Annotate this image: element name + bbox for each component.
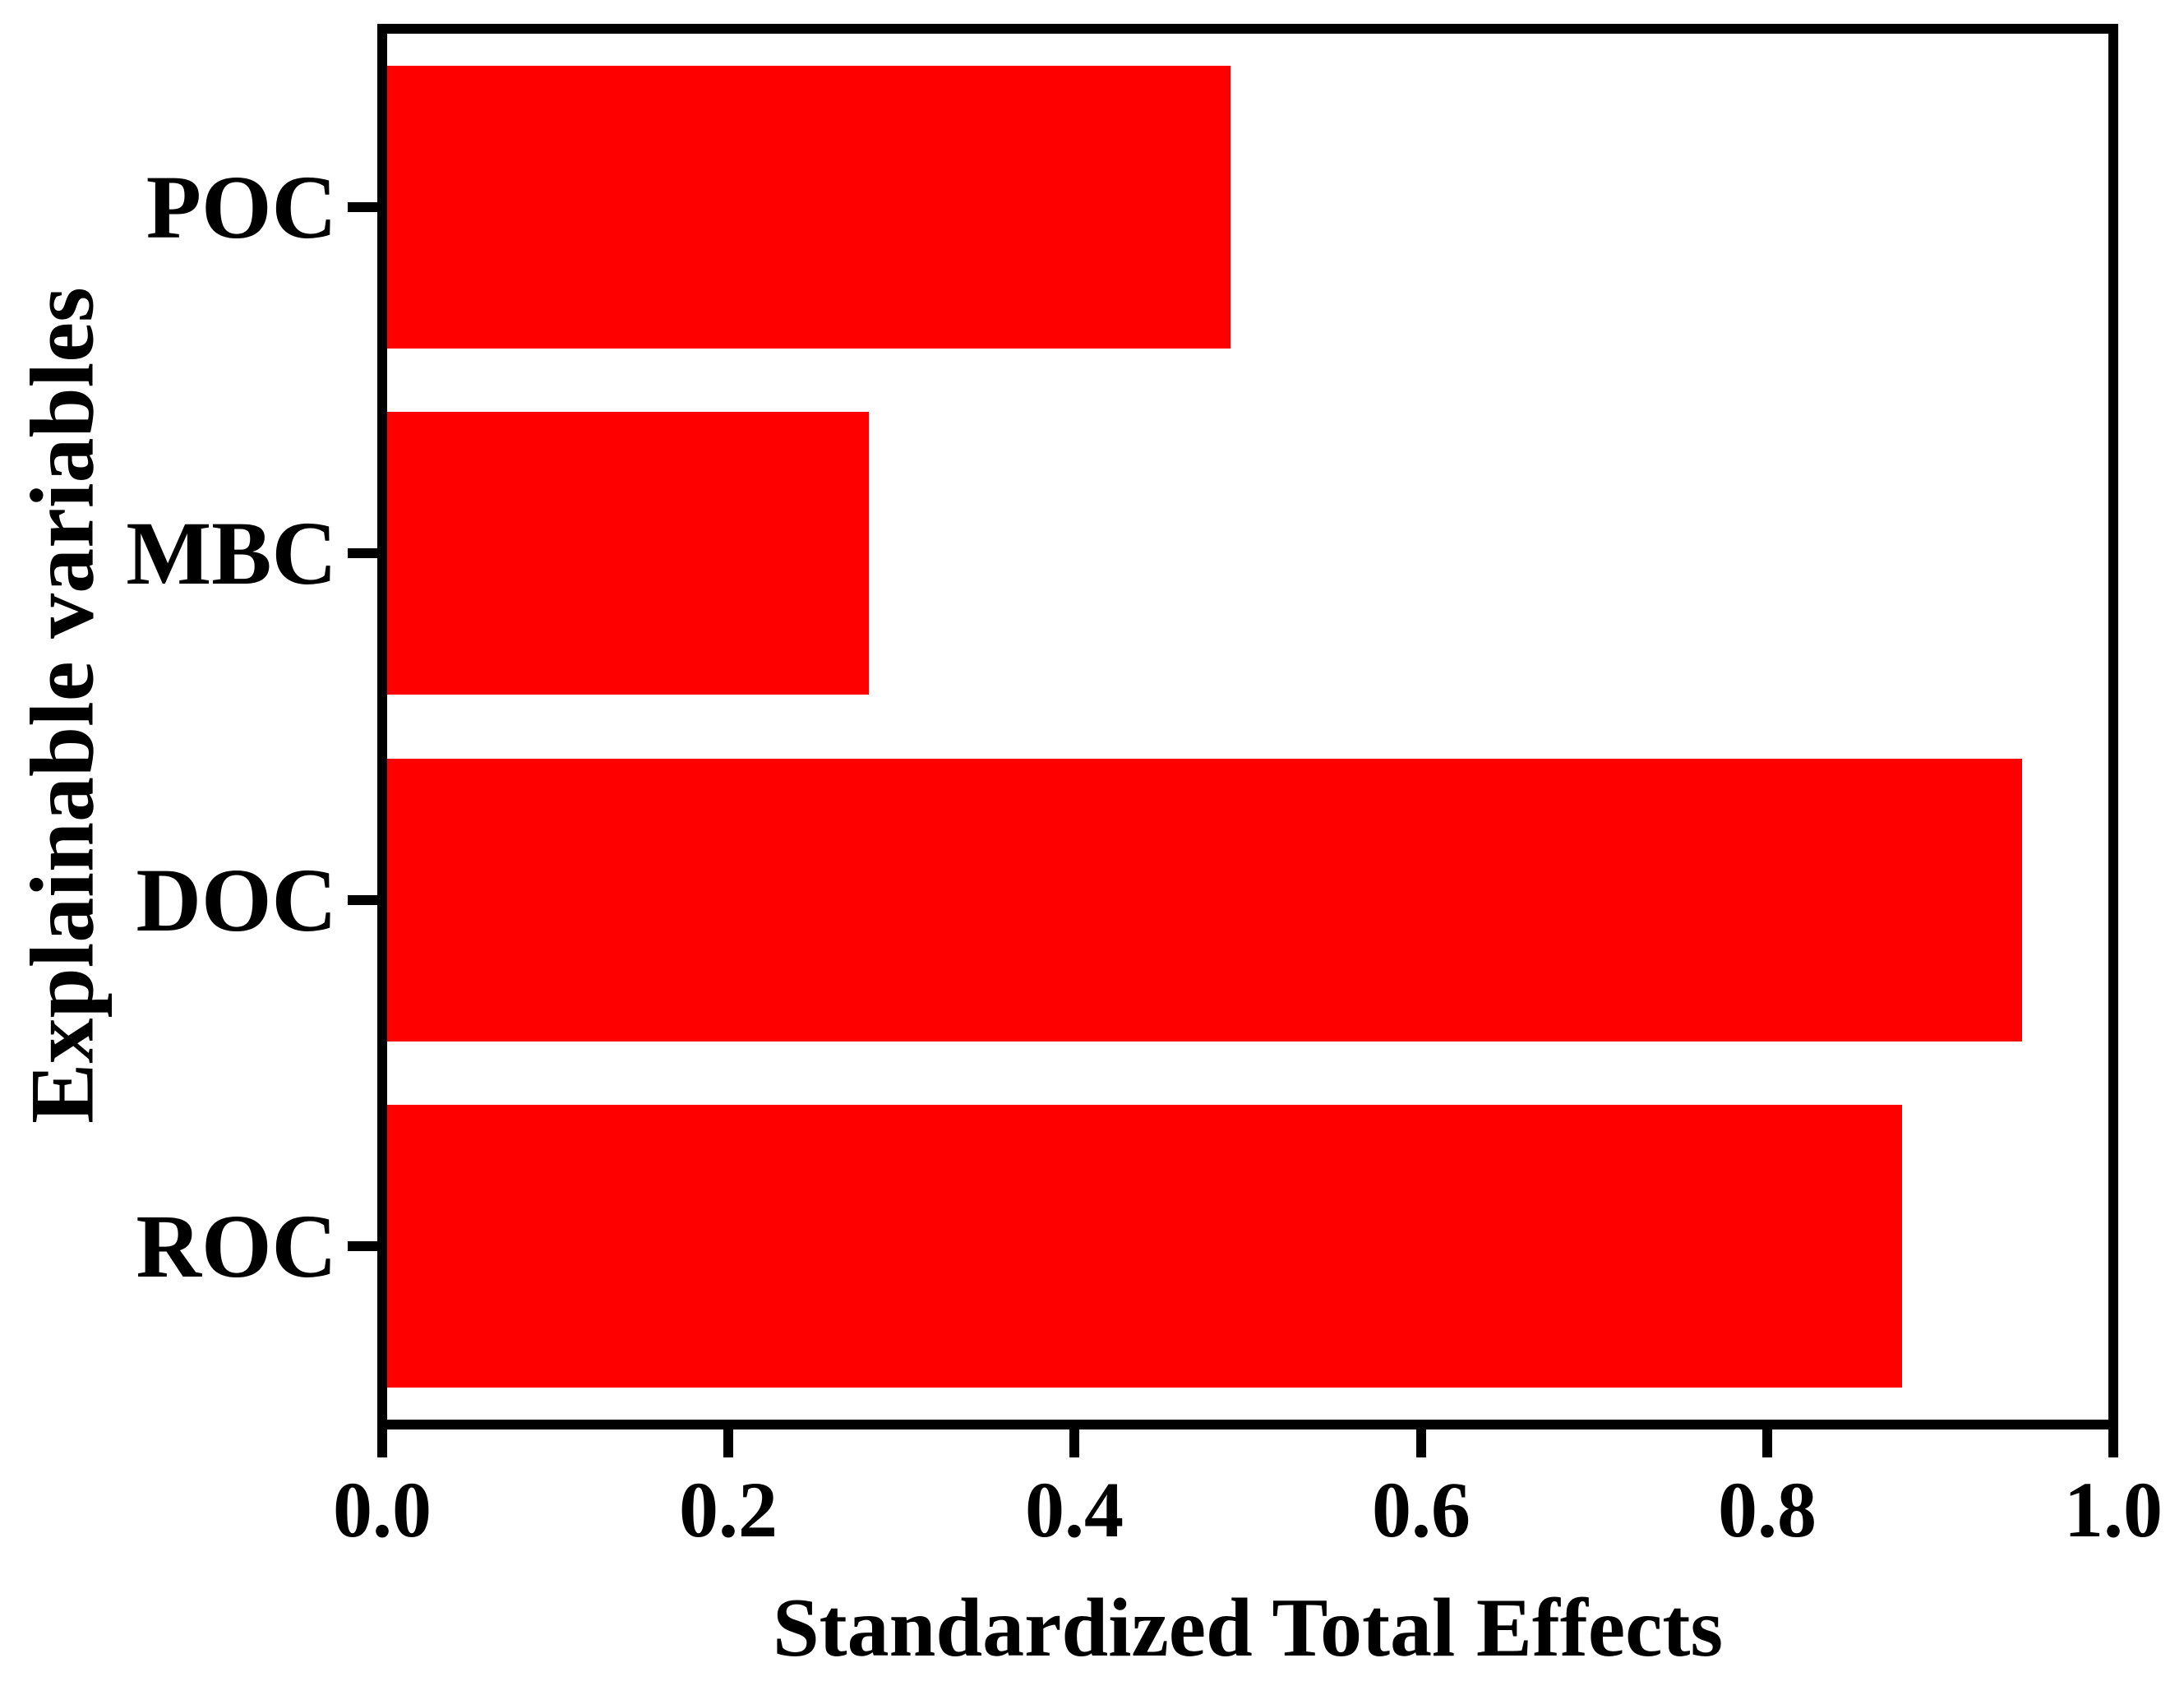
- bar-mbc: [387, 412, 869, 695]
- x-tick-label-0.8: 0.8: [1718, 1466, 1817, 1554]
- bars-layer: [387, 34, 2108, 1420]
- y-axis-tick: [348, 895, 377, 905]
- bar-poc: [387, 66, 1231, 349]
- y-category-label-mbc: MBC: [126, 503, 337, 603]
- y-axis-tick: [348, 1241, 377, 1251]
- plot-area: [377, 24, 2118, 1429]
- x-axis-tick: [1762, 1429, 1772, 1457]
- y-axis-title: Explainable variables: [12, 287, 113, 1124]
- x-axis-tick: [1416, 1429, 1426, 1457]
- x-axis-tick: [1069, 1429, 1079, 1457]
- y-axis-tick: [348, 202, 377, 212]
- x-axis-tick: [2108, 1429, 2118, 1457]
- y-category-label-poc: POC: [145, 157, 337, 257]
- x-axis-tick: [377, 1429, 387, 1457]
- y-category-label-doc: DOC: [136, 850, 337, 950]
- x-axis-tick: [723, 1429, 733, 1457]
- x-tick-label-1.0: 1.0: [2064, 1466, 2163, 1554]
- bar-roc: [387, 1105, 1902, 1388]
- x-tick-label-0.6: 0.6: [1372, 1466, 1471, 1554]
- y-category-label-roc: ROC: [136, 1196, 337, 1296]
- x-tick-label-0.4: 0.4: [1025, 1466, 1124, 1554]
- y-axis-tick: [348, 548, 377, 558]
- x-axis-title: Standardized Total Effects: [772, 1582, 1724, 1674]
- bar-doc: [387, 759, 2022, 1041]
- x-tick-label-0.0: 0.0: [333, 1466, 432, 1554]
- x-tick-label-0.2: 0.2: [679, 1466, 778, 1554]
